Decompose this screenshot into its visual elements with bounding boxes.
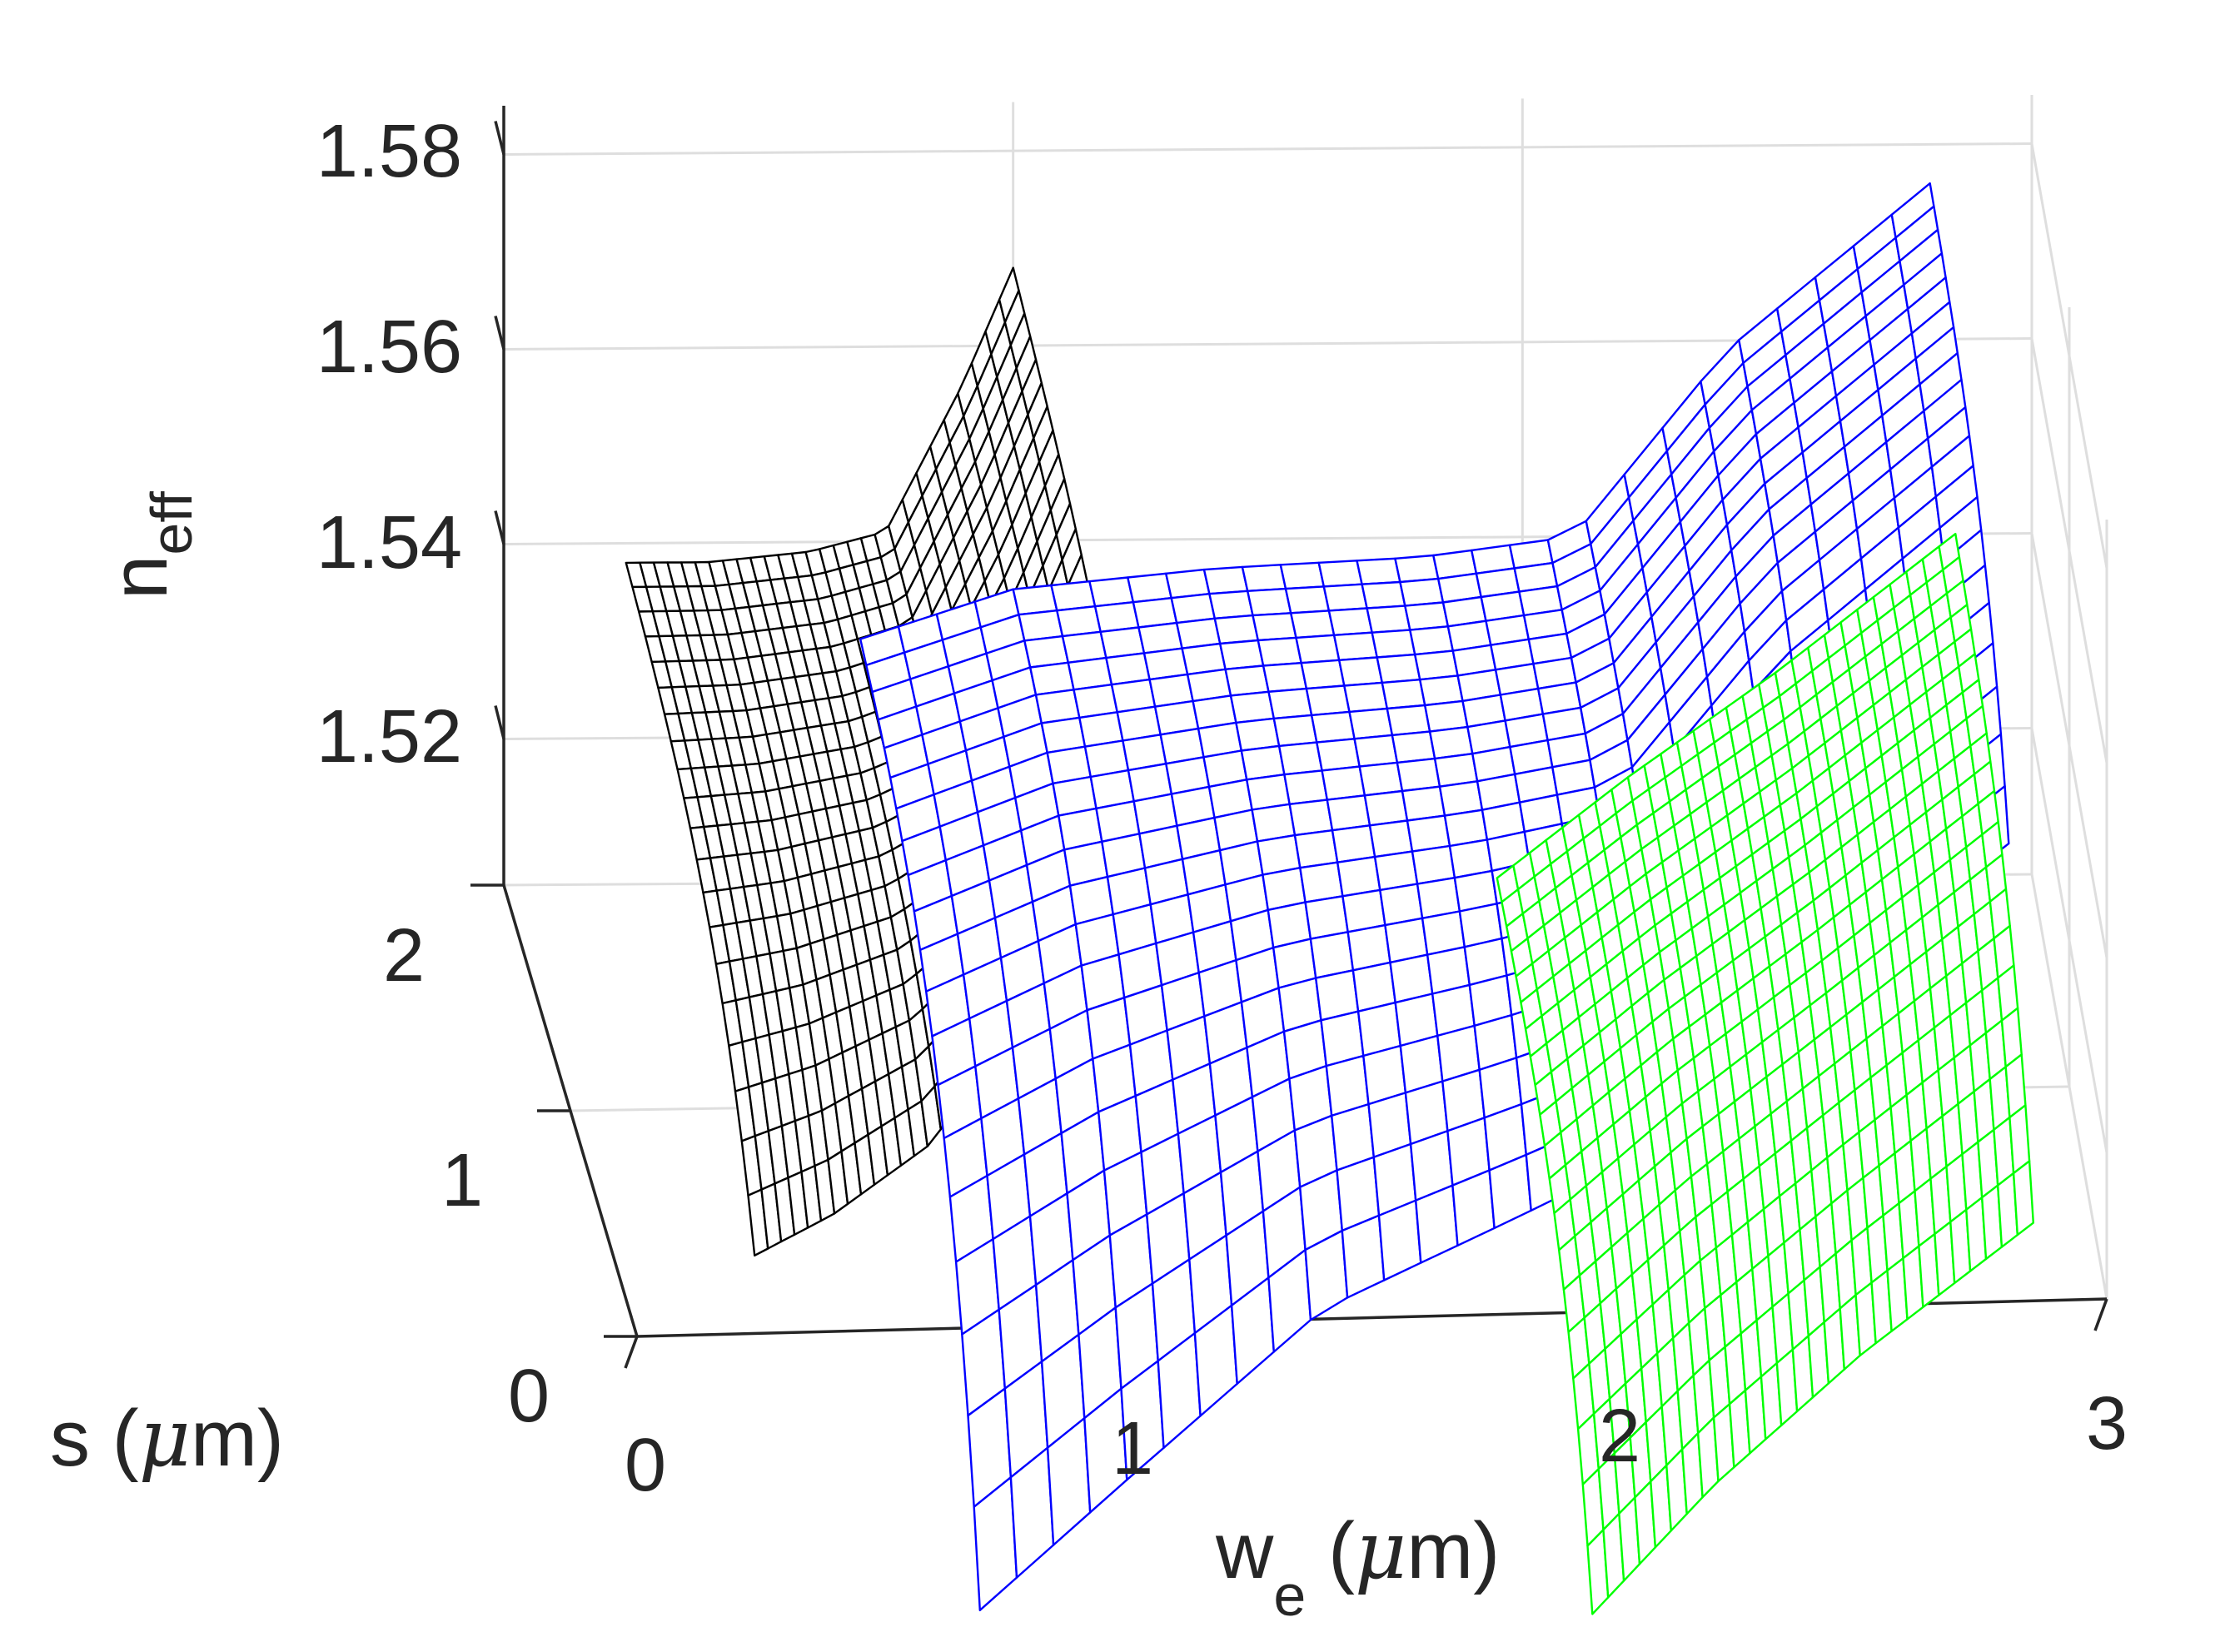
surface-cell — [1279, 561, 1326, 590]
surface-cell — [1310, 710, 1356, 744]
y-tick-labels: 0 1 2 — [383, 914, 550, 1438]
surface-cell — [1289, 610, 1336, 639]
surface-cell — [1202, 565, 1249, 595]
surface-cell — [1396, 757, 1441, 793]
surface-cell — [1409, 625, 1455, 656]
y-axis-label-suffix: m) — [191, 1394, 284, 1483]
surface-cell — [1337, 656, 1384, 687]
surface-cell — [1363, 789, 1409, 827]
surface-cell — [1208, 590, 1254, 620]
surface-cell — [1284, 585, 1331, 615]
surface-cell — [1332, 631, 1378, 661]
x-axis-label: we (μm) — [1215, 1504, 1500, 1628]
x-tick — [2093, 1298, 2108, 1331]
surface-cell — [1321, 765, 1366, 801]
surface-cell — [1252, 612, 1297, 642]
surface-cell — [1386, 704, 1431, 737]
x-axis-label-close: m) — [1406, 1506, 1500, 1595]
surface-cell — [1246, 587, 1292, 617]
z-tick — [494, 510, 505, 545]
surface-cell — [1399, 577, 1445, 607]
surface-series — [1496, 532, 2035, 1615]
surface-cell — [1361, 580, 1406, 610]
y-axis-label: s (μm) — [50, 1391, 284, 1485]
surface-cell — [1257, 636, 1302, 667]
x-tick-label: 3 — [2086, 1382, 2128, 1465]
grid-line — [503, 142, 2033, 156]
surface-cell — [1305, 684, 1351, 717]
x-axis-label-open: ( — [1306, 1506, 1355, 1595]
surface-cell — [1327, 607, 1373, 636]
surface-cell — [1213, 614, 1260, 645]
surface-cell — [2012, 1160, 2035, 1237]
surface-cell — [1224, 664, 1270, 697]
x-axis-label-sub: e — [1273, 1563, 1306, 1628]
surface-cell — [1343, 681, 1389, 714]
y-tick-label: 1 — [441, 1139, 483, 1222]
surface-cell — [1316, 738, 1361, 772]
z-tick — [494, 705, 505, 739]
surface-cell — [1401, 785, 1446, 822]
surface-series — [625, 266, 1128, 1257]
surface-cell — [1366, 605, 1411, 634]
surface-cell — [1371, 629, 1416, 659]
surface-cell — [1326, 794, 1371, 832]
axes — [470, 106, 2108, 1369]
surface-cell — [1317, 560, 1363, 588]
surface-cell — [1262, 662, 1308, 693]
z-tick — [494, 316, 505, 350]
surface-cell — [1394, 554, 1440, 584]
surface-cell — [1283, 769, 1329, 805]
surface-cell — [1381, 679, 1426, 710]
surface-cell — [1229, 690, 1276, 724]
surface-cell — [1376, 653, 1421, 684]
z-axis-label-sub: eff — [139, 490, 204, 555]
z-tick-label: 1.54 — [316, 501, 462, 585]
surface-cell — [1358, 761, 1404, 797]
surface-cell — [1277, 741, 1323, 776]
surface-cell — [1353, 734, 1399, 768]
surface-cell — [1218, 639, 1265, 670]
surface-cell — [1348, 707, 1394, 740]
x-tick — [624, 1336, 639, 1369]
surface-cell — [1295, 634, 1341, 664]
y-tick-label: 2 — [383, 914, 425, 998]
y-axis-label-mu: μ — [139, 1391, 191, 1485]
z-axis-label-base: n — [95, 555, 184, 600]
surface-cell — [1288, 799, 1334, 837]
surface-cell — [1356, 557, 1401, 585]
z-tick — [494, 121, 505, 155]
z-tick-label: 1.58 — [316, 110, 462, 193]
surface-cell — [1404, 601, 1450, 631]
surface-cell — [1391, 730, 1436, 764]
z-tick-label: 1.52 — [316, 695, 462, 779]
x-tick-label: 2 — [1599, 1395, 1640, 1478]
surface-cell — [1241, 564, 1287, 592]
surfaces — [625, 182, 2035, 1615]
surface-cell — [1272, 714, 1318, 748]
x-tick-labels: 0 1 2 3 — [625, 1382, 2128, 1507]
y-axis-label-prefix: s ( — [50, 1394, 139, 1483]
z-axis-label: neff — [95, 490, 204, 600]
x-tick-label: 0 — [625, 1424, 666, 1507]
y-tick-label: 0 — [508, 1355, 550, 1438]
x-axis-label-base: w — [1215, 1506, 1274, 1595]
surface-cell — [1300, 659, 1346, 690]
x-tick-label: 1 — [1112, 1407, 1153, 1490]
surface-cell — [1293, 829, 1339, 869]
surface-cell — [1322, 583, 1368, 612]
surface-cell — [1267, 687, 1313, 720]
z-tick-label: 1.56 — [316, 306, 462, 389]
z-tick-labels: 1.58 1.56 1.54 1.52 — [316, 110, 462, 779]
x-axis-label-mu: μ — [1355, 1504, 1406, 1597]
